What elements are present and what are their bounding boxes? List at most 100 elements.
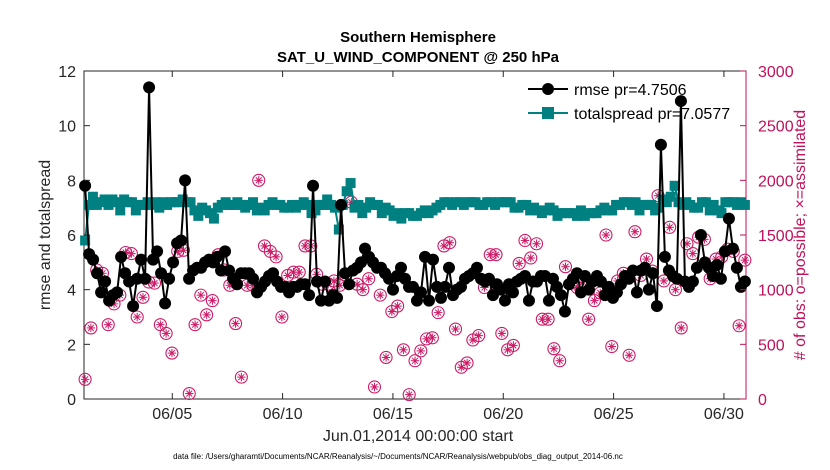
- obs-assimilated-stroke: [533, 240, 540, 248]
- totalspread-marker: [634, 205, 645, 216]
- rmse-marker: [343, 278, 356, 291]
- totalspread-marker: [115, 205, 126, 216]
- rmse-marker: [395, 261, 408, 274]
- x-tick-label: 06/15: [373, 406, 413, 423]
- rmse-marker: [558, 305, 571, 318]
- obs-possible-marker: [732, 319, 746, 333]
- rmse-marker: [714, 272, 727, 285]
- obs-assimilated-stroke: [272, 253, 280, 261]
- obs-point: [448, 322, 463, 336]
- obs-assimilated-stroke: [162, 330, 170, 337]
- legend-spread-marker: [542, 107, 554, 119]
- obs-assimilated-stroke: [689, 250, 697, 257]
- obs-possible-marker: [448, 322, 463, 336]
- obs-point: [541, 312, 555, 326]
- totalspread-marker: [302, 199, 313, 210]
- obs-point: [78, 372, 92, 386]
- rmse-marker: [498, 294, 511, 307]
- totalspread-marker: [396, 213, 407, 224]
- obs-point: [373, 288, 387, 302]
- totalspread-marker: [505, 197, 516, 208]
- obs-point: [379, 350, 393, 365]
- rmse-marker: [127, 300, 140, 313]
- rmse-marker: [438, 280, 451, 293]
- obs-assimilated-stroke: [469, 336, 477, 344]
- obs-assimilated-stroke: [672, 286, 679, 293]
- obs-point: [153, 318, 167, 332]
- x-tick-label: 06/30: [704, 406, 744, 423]
- rmse-marker: [95, 286, 108, 299]
- rmse-marker: [111, 286, 124, 299]
- obs-assimilated-stroke: [359, 286, 367, 293]
- obs-point: [292, 265, 306, 279]
- obs-possible-marker: [674, 321, 688, 335]
- rmse-marker: [506, 286, 519, 299]
- obs-assimilated-stroke: [371, 383, 378, 391]
- obs-possible-marker: [680, 237, 694, 251]
- obs-assimilated-stroke: [400, 346, 407, 354]
- obs-point: [408, 354, 422, 368]
- obs-possible-marker: [738, 253, 752, 267]
- obs-assimilated-stroke: [446, 239, 454, 246]
- obs-possible-marker: [367, 380, 382, 394]
- y-tick-label: 10: [58, 119, 76, 136]
- totalspread-marker: [716, 208, 727, 219]
- obs-point: [130, 310, 144, 324]
- rmse-marker: [686, 275, 699, 288]
- obs-possible-marker: [506, 338, 520, 352]
- obs-possible-marker: [408, 354, 422, 368]
- obs-possible-marker: [136, 290, 150, 304]
- obs-assimilated-stroke: [591, 297, 598, 304]
- rmse-marker: [163, 272, 176, 285]
- y-axis-label: rmse and totalspread: [37, 160, 54, 310]
- obs-point: [396, 343, 410, 357]
- y-right-tick-label: 500: [758, 337, 785, 354]
- obs-assimilated-stroke: [197, 291, 205, 299]
- obs-possible-marker: [529, 237, 544, 251]
- totalspread-marker: [345, 178, 356, 189]
- obs-possible-marker: [78, 372, 92, 386]
- obs-point: [622, 348, 636, 362]
- totalspread-marker: [205, 208, 216, 219]
- rmse-marker: [387, 283, 400, 296]
- obs-possible-marker: [84, 321, 98, 335]
- y-right-tick-label: 2500: [758, 119, 794, 136]
- totalspread-marker: [572, 210, 583, 221]
- obs-assimilated-stroke: [376, 291, 384, 299]
- rmse-marker: [299, 278, 312, 291]
- obs-assimilated-stroke: [267, 248, 274, 255]
- totalspread-marker: [333, 224, 344, 235]
- obs-assimilated-stroke: [87, 324, 95, 332]
- obs-assimilated-stroke: [180, 247, 187, 254]
- obs-point: [431, 306, 445, 320]
- rmse-marker: [674, 95, 687, 108]
- obs-point: [605, 339, 619, 354]
- obs-assimilated-stroke: [261, 242, 268, 250]
- obs-possible-marker: [101, 318, 115, 332]
- obs-possible-marker: [605, 339, 619, 354]
- totalspread-marker: [646, 199, 657, 210]
- data-file-footnote: data file: /Users/gharamti/Documents/NCA…: [173, 452, 623, 461]
- chart-title-line-1: Southern Hemisphere: [340, 29, 496, 46]
- obs-assimilated-stroke: [405, 391, 413, 398]
- obs-assimilated-stroke: [429, 334, 436, 342]
- obs-assimilated-stroke: [504, 346, 511, 354]
- obs-assimilated-stroke: [388, 308, 396, 315]
- y-tick-label: 0: [67, 392, 76, 409]
- obs-possible-marker: [188, 318, 202, 332]
- rmse-marker: [630, 286, 643, 299]
- obs-point: [84, 321, 98, 335]
- obs-assimilated-stroke: [203, 311, 210, 319]
- y-right-tick-label: 2000: [758, 173, 794, 190]
- obs-assimilated-stroke: [475, 332, 482, 339]
- y-tick-label: 8: [67, 173, 76, 190]
- obs-possible-marker: [431, 306, 445, 320]
- totalspread-marker: [372, 199, 383, 210]
- totalspread-marker: [310, 205, 321, 216]
- obs-assimilated-stroke: [255, 177, 263, 184]
- rmse-marker: [414, 286, 427, 299]
- obs-possible-marker: [130, 310, 144, 324]
- obs-possible-marker: [524, 251, 538, 265]
- obs-point: [234, 370, 248, 384]
- totalspread-marker: [189, 205, 200, 216]
